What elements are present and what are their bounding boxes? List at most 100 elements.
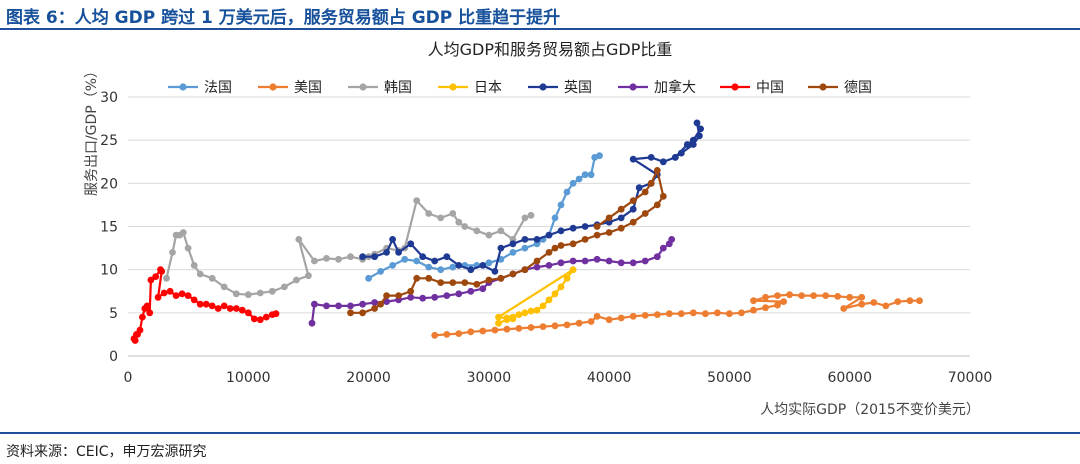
bottom-rule bbox=[0, 432, 1080, 434]
legend-swatch-marker bbox=[449, 83, 457, 91]
data-point bbox=[232, 290, 240, 298]
data-point bbox=[671, 154, 679, 161]
data-point bbox=[407, 240, 415, 248]
legend-label: 美国 bbox=[294, 80, 322, 96]
data-point bbox=[750, 297, 757, 305]
legend-item: 加拿大 bbox=[618, 79, 696, 96]
data-point bbox=[581, 171, 589, 179]
data-point bbox=[629, 259, 637, 267]
data-point bbox=[401, 255, 409, 263]
data-point bbox=[569, 266, 577, 274]
series-4 bbox=[495, 266, 577, 327]
series-line bbox=[350, 169, 665, 314]
data-point bbox=[665, 310, 673, 318]
chart-title: 人均GDP和服务贸易额占GDP比重 bbox=[428, 40, 673, 59]
data-point bbox=[473, 280, 481, 288]
legend-item: 法国 bbox=[168, 80, 232, 96]
data-point bbox=[347, 309, 354, 317]
data-point bbox=[894, 298, 902, 305]
data-point bbox=[689, 136, 697, 144]
data-point bbox=[521, 244, 529, 252]
data-point bbox=[533, 257, 541, 265]
series-7 bbox=[130, 266, 280, 344]
data-point bbox=[533, 263, 541, 271]
data-point bbox=[455, 218, 463, 226]
data-point bbox=[587, 171, 595, 179]
data-point bbox=[184, 244, 192, 252]
data-point bbox=[677, 310, 685, 318]
legend-swatch-marker bbox=[539, 83, 547, 91]
data-point bbox=[220, 283, 228, 291]
data-point bbox=[858, 293, 866, 301]
data-point bbox=[497, 227, 505, 235]
x-tick-label: 40000 bbox=[587, 370, 632, 386]
data-point bbox=[491, 268, 499, 275]
data-point bbox=[689, 309, 697, 317]
data-point bbox=[395, 292, 402, 299]
data-point bbox=[256, 289, 264, 297]
legend-label: 中国 bbox=[756, 80, 784, 96]
data-point bbox=[882, 302, 890, 310]
data-point bbox=[407, 287, 415, 295]
data-point bbox=[641, 210, 649, 217]
x-tick-label: 50000 bbox=[707, 370, 752, 386]
data-point bbox=[226, 305, 234, 312]
data-point bbox=[551, 244, 559, 252]
data-point bbox=[696, 132, 703, 140]
data-point bbox=[503, 314, 511, 322]
series-line bbox=[310, 238, 673, 324]
legend-swatch-marker bbox=[731, 83, 739, 91]
data-point bbox=[539, 323, 547, 330]
legend-item: 美国 bbox=[258, 80, 322, 96]
data-point bbox=[509, 249, 517, 256]
data-point bbox=[143, 302, 151, 310]
data-point bbox=[629, 312, 637, 320]
y-tick-label: 10 bbox=[100, 263, 118, 279]
data-point bbox=[503, 325, 511, 333]
data-point bbox=[527, 307, 535, 315]
data-point bbox=[629, 205, 637, 213]
y-tick-label: 15 bbox=[100, 220, 118, 236]
data-point bbox=[371, 305, 378, 312]
data-point bbox=[437, 266, 445, 274]
data-point bbox=[152, 273, 160, 280]
y-tick-label: 25 bbox=[100, 133, 118, 149]
data-point bbox=[479, 262, 487, 269]
data-point bbox=[840, 305, 848, 312]
data-point bbox=[491, 326, 499, 334]
data-point bbox=[154, 293, 162, 301]
data-point bbox=[774, 301, 781, 309]
legend-label: 日本 bbox=[474, 80, 502, 96]
data-point bbox=[726, 310, 733, 318]
series-line bbox=[165, 199, 532, 296]
data-point bbox=[172, 292, 180, 299]
data-point bbox=[431, 293, 439, 301]
data-point bbox=[335, 255, 342, 263]
top-rule bbox=[0, 28, 1080, 30]
data-point bbox=[293, 276, 300, 284]
data-point bbox=[413, 197, 421, 205]
data-point bbox=[244, 291, 252, 299]
data-point bbox=[479, 285, 487, 293]
data-point bbox=[569, 224, 577, 232]
data-point bbox=[605, 257, 613, 265]
data-point bbox=[557, 227, 565, 235]
x-tick-label: 60000 bbox=[827, 370, 872, 386]
data-point bbox=[443, 253, 451, 261]
data-point bbox=[455, 262, 463, 269]
data-point bbox=[545, 262, 553, 269]
data-point bbox=[467, 328, 475, 336]
legend-label: 韩国 bbox=[384, 80, 412, 96]
data-point bbox=[495, 319, 502, 327]
data-point bbox=[822, 292, 830, 299]
data-point bbox=[220, 302, 228, 310]
series-line bbox=[497, 268, 575, 325]
data-point bbox=[617, 205, 625, 213]
data-point bbox=[569, 257, 577, 265]
data-point bbox=[455, 290, 463, 298]
y-axis-label: 服务出口/GDP（%） bbox=[84, 64, 100, 196]
data-point bbox=[545, 249, 553, 256]
data-point bbox=[190, 296, 198, 304]
x-axis-label: 人均实际GDP（2015不变价美元） bbox=[760, 402, 980, 418]
data-point bbox=[196, 300, 204, 308]
